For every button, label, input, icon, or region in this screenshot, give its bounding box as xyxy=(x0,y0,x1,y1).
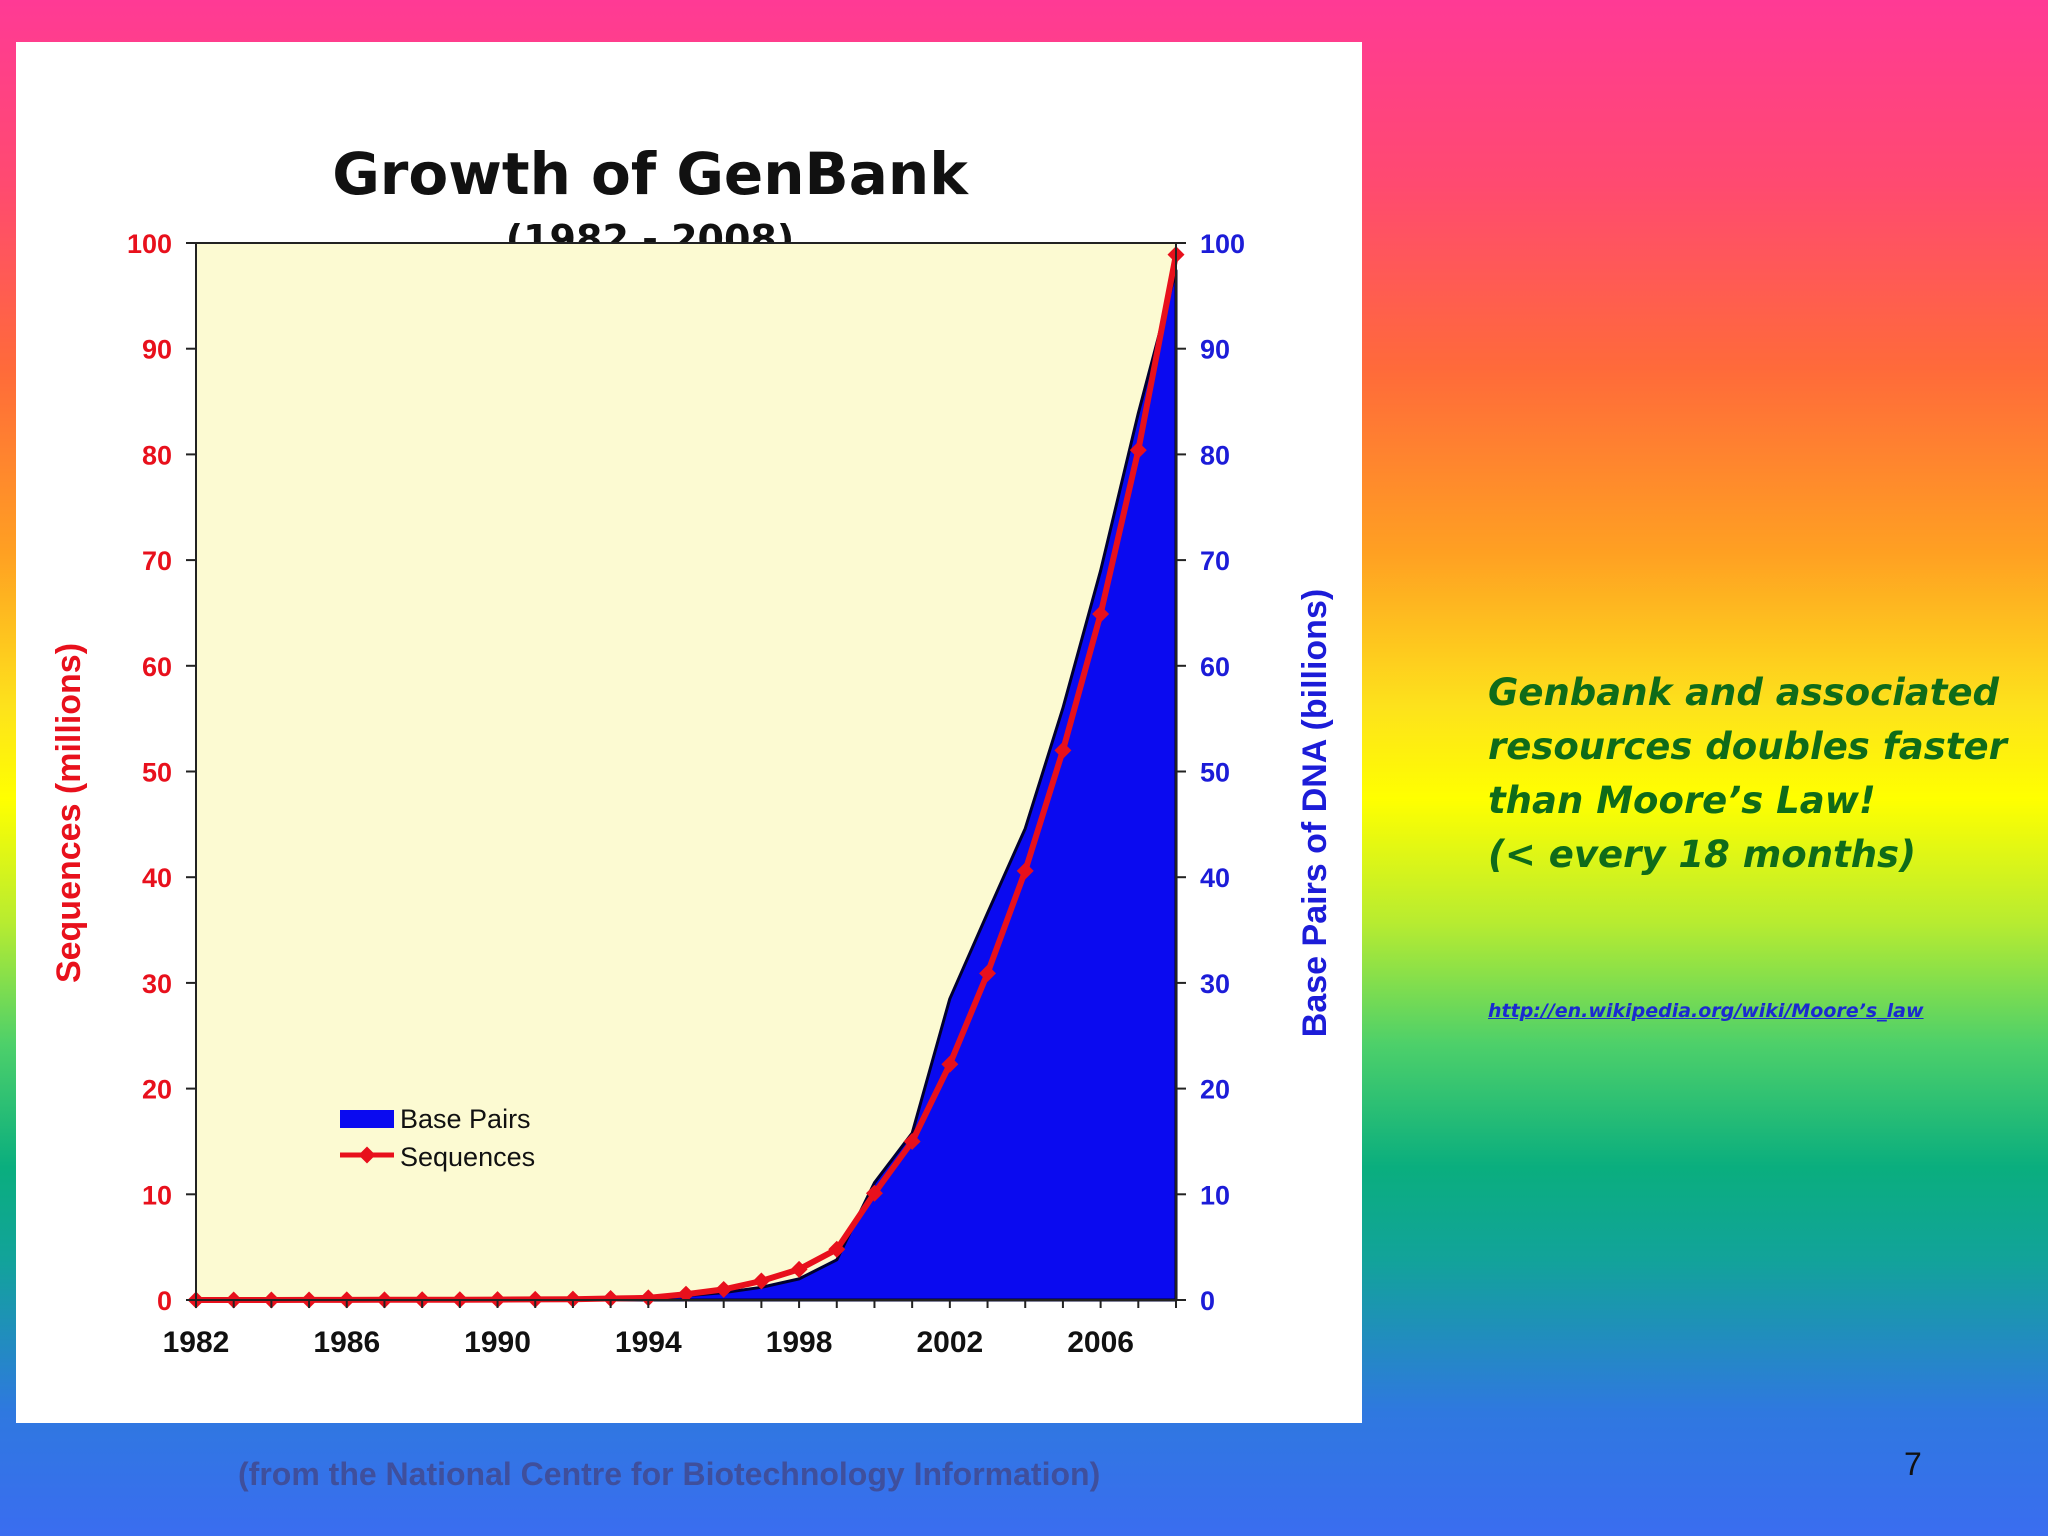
x-tick-label: 1986 xyxy=(313,1326,380,1359)
chart-panel: Growth of GenBank (1982 - 2008) 0 10 20 30 4… xyxy=(16,42,1362,1423)
legend: Base Pairs Sequences xyxy=(340,1104,535,1172)
side-note-line: (< every 18 months) xyxy=(1488,833,1916,876)
source-note: (from the National Centre for Biotechnol… xyxy=(238,1456,1101,1492)
legend-label-base-pairs: Base Pairs xyxy=(400,1104,531,1134)
y-axis-label: Sequences (millions) xyxy=(50,643,88,983)
y2-tick-label: 0 xyxy=(1200,1286,1215,1316)
sequences-point xyxy=(903,1132,921,1150)
moores-law-link[interactable]: http://en.wikipedia.org/wiki/Moore’s_law xyxy=(1488,1000,1924,1022)
y-tick-label: 30 xyxy=(142,969,172,999)
y2-tick-label: 90 xyxy=(1200,335,1230,365)
y-tick-label: 20 xyxy=(142,1075,172,1105)
x-tick-label: 2006 xyxy=(1067,1326,1134,1359)
x-tick-label: 1982 xyxy=(163,1326,230,1359)
side-note-line: than Moore’s Law! xyxy=(1488,779,1876,822)
y2-tick-label: 20 xyxy=(1200,1075,1230,1105)
chart-title: Growth of GenBank xyxy=(332,140,969,208)
y2-tick-label: 70 xyxy=(1200,546,1230,576)
sequences-point xyxy=(1054,741,1072,759)
x-tick-label: 1998 xyxy=(766,1326,833,1359)
y2-tick-label: 100 xyxy=(1200,229,1245,259)
sequences-point xyxy=(865,1184,883,1202)
sequences-point xyxy=(1016,862,1034,880)
y-tick-label: 10 xyxy=(142,1180,172,1210)
side-note-line: resources doubles faster xyxy=(1488,725,2007,768)
sequences-point xyxy=(941,1055,959,1073)
y2-tick-label: 80 xyxy=(1200,440,1230,470)
sequences-point xyxy=(677,1285,695,1303)
genbank-growth-chart: Growth of GenBank (1982 - 2008) 01020304… xyxy=(50,140,1334,1359)
y-tick-label: 0 xyxy=(157,1286,172,1316)
axes: 0 10 20 30 40 50 60 70 80 90 100 0 10 20 30 40 50 60 70 80 9… xyxy=(127,229,1245,1359)
y2-tick-label: 30 xyxy=(1200,969,1230,999)
sequences-point xyxy=(752,1272,770,1290)
x-tick-label: 1994 xyxy=(615,1326,682,1359)
sequences-point xyxy=(602,1290,620,1308)
y-tick-label: 70 xyxy=(142,546,172,576)
legend-swatch-base-pairs xyxy=(340,1110,394,1128)
y-tick-label: 100 xyxy=(127,229,172,259)
sequences-point xyxy=(639,1289,657,1307)
y2-axis-label: Base Pairs of DNA (billions) xyxy=(1296,589,1334,1037)
y2-tick-label: 40 xyxy=(1200,863,1230,893)
sequences-point xyxy=(790,1260,808,1278)
y2-tick-label: 10 xyxy=(1200,1180,1230,1210)
page-number: 7 xyxy=(1904,1446,1922,1482)
sequences-point xyxy=(979,964,997,982)
y-tick-label: 90 xyxy=(142,335,172,365)
y2-tick-label: 50 xyxy=(1200,758,1230,788)
y-tick-label: 80 xyxy=(142,440,172,470)
sequences-point xyxy=(715,1280,733,1298)
y2-tick-label: 60 xyxy=(1200,652,1230,682)
y-tick-label: 50 xyxy=(142,758,172,788)
sequences-point xyxy=(828,1240,846,1258)
y-tick-label: 40 xyxy=(142,863,172,893)
legend-label-sequences: Sequences xyxy=(400,1142,535,1172)
side-note-line: Genbank and associated xyxy=(1488,671,2000,714)
x-tick-label: 1990 xyxy=(464,1326,531,1359)
y-tick-label: 60 xyxy=(142,652,172,682)
side-note: Genbank and associated resources doubles… xyxy=(1488,666,2008,882)
sequences-point xyxy=(1092,605,1110,623)
x-tick-label: 2002 xyxy=(916,1326,983,1359)
